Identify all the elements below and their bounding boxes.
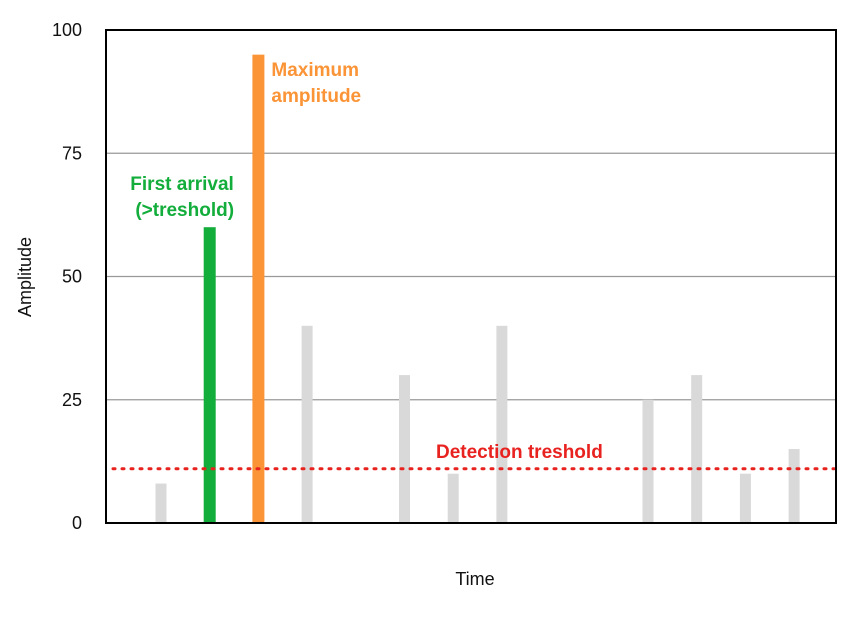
y-tick-50: 50 <box>62 267 82 287</box>
first-arrival-label-line1: First arrival <box>130 174 234 195</box>
gridlines <box>106 152 836 401</box>
bar-other-4 <box>399 375 410 523</box>
maximum-amplitude-label-line2: amplitude <box>271 86 361 107</box>
y-tick-labels: 0 25 50 75 100 <box>52 20 82 533</box>
y-axis-title: Amplitude <box>15 237 35 317</box>
y-tick-25: 25 <box>62 390 82 410</box>
bar-other-8 <box>691 375 703 523</box>
bars <box>155 54 800 524</box>
y-tick-75: 75 <box>62 143 82 163</box>
maximum-amplitude-label-line1: Maximum <box>271 60 359 81</box>
bar-other-3 <box>301 325 313 523</box>
bar-first-arrival-1 <box>203 227 216 523</box>
y-tick-100: 100 <box>52 20 82 40</box>
plot-frame <box>105 29 837 524</box>
bar-maximum-2 <box>252 54 265 524</box>
bar-other-0 <box>155 483 167 523</box>
bar-other-7 <box>642 399 654 523</box>
bar-other-6 <box>496 325 508 523</box>
first-arrival-label: First arrival (>treshold) <box>130 174 239 221</box>
x-axis-title: Time <box>455 569 494 589</box>
bar-other-10 <box>788 449 800 523</box>
bar-other-9 <box>739 473 751 523</box>
first-arrival-label-line2: (>treshold) <box>135 200 234 221</box>
detection-threshold-label: Detection treshold <box>436 442 603 463</box>
maximum-amplitude-label: Maximum amplitude <box>271 60 364 107</box>
y-tick-0: 0 <box>72 513 82 533</box>
bar-other-5 <box>447 473 459 523</box>
